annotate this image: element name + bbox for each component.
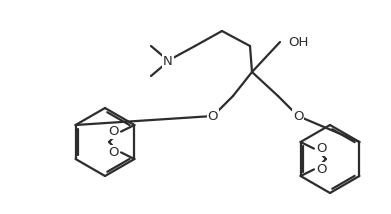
Text: N: N bbox=[163, 55, 173, 67]
Text: O: O bbox=[109, 125, 119, 138]
Text: OH: OH bbox=[288, 36, 308, 49]
Text: O: O bbox=[316, 142, 326, 155]
Text: O: O bbox=[293, 110, 303, 122]
Text: O: O bbox=[316, 163, 326, 176]
Text: O: O bbox=[109, 146, 119, 159]
Text: O: O bbox=[208, 110, 218, 122]
